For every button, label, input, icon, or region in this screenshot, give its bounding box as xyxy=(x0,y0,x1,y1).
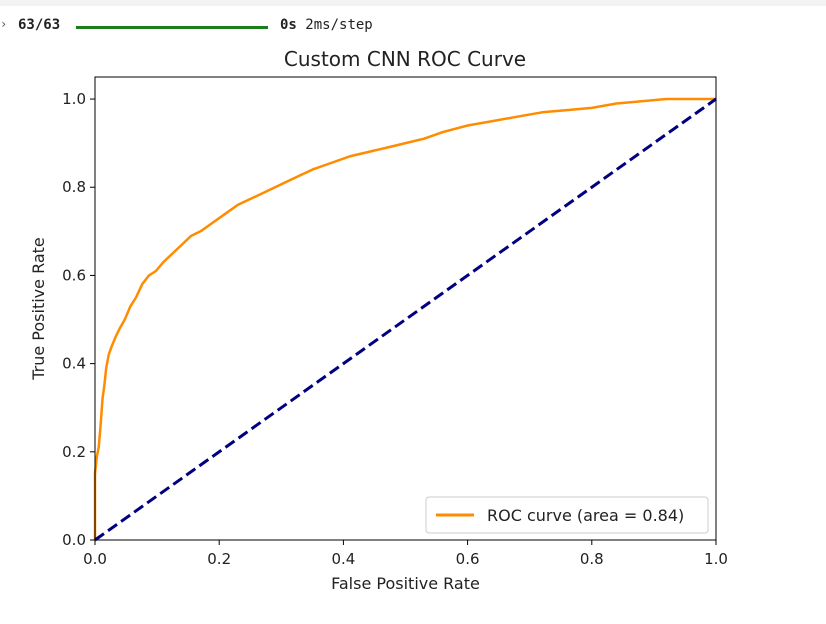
progress-bar-fill xyxy=(76,26,268,29)
roc-curve-line xyxy=(93,97,716,540)
x-tick-label: 0.8 xyxy=(580,550,604,568)
training-progress-line: › 63/63 0s 2ms/step xyxy=(0,14,826,38)
collapse-chevron-icon[interactable]: › xyxy=(0,17,8,31)
y-tick-label: 0.4 xyxy=(62,355,86,373)
progress-rate: 2ms/step xyxy=(305,17,373,33)
progress-time: 0s xyxy=(280,17,297,33)
y-axis-ticks: 0.0 0.2 0.4 0.6 0.8 1.0 xyxy=(62,90,95,549)
x-tick-label: 1.0 xyxy=(704,550,728,568)
x-tick-label: 0.2 xyxy=(207,550,231,568)
progress-timing: 0s 2ms/step xyxy=(280,17,373,33)
chance-diagonal-line xyxy=(94,97,717,542)
y-tick-label: 0.6 xyxy=(62,266,86,284)
x-axis-ticks: 0.0 0.2 0.4 0.6 0.8 1.0 xyxy=(83,540,728,568)
legend-box xyxy=(425,496,709,534)
y-axis-label: True Positive Rate xyxy=(29,237,48,381)
x-tick-label: 0.4 xyxy=(331,550,355,568)
y-tick-label: 1.0 xyxy=(62,90,86,108)
legend-entry-roc: ROC curve (area = 0.84) xyxy=(487,506,684,525)
top-strip xyxy=(0,0,826,6)
plot-lines xyxy=(93,97,717,542)
chart-legend: ROC curve (area = 0.84) xyxy=(425,496,709,534)
progress-steps: 63/63 xyxy=(18,17,61,33)
y-tick-label: 0.8 xyxy=(62,178,86,196)
y-tick-label: 0.0 xyxy=(62,531,86,549)
x-axis-label: False Positive Rate xyxy=(331,574,480,593)
progress-bar xyxy=(76,26,268,29)
x-tick-label: 0.0 xyxy=(83,550,107,568)
plot-frame xyxy=(94,76,717,541)
chart-title: Custom CNN ROC Curve xyxy=(284,47,526,71)
x-tick-label: 0.6 xyxy=(456,550,480,568)
y-tick-label: 0.2 xyxy=(62,443,86,461)
